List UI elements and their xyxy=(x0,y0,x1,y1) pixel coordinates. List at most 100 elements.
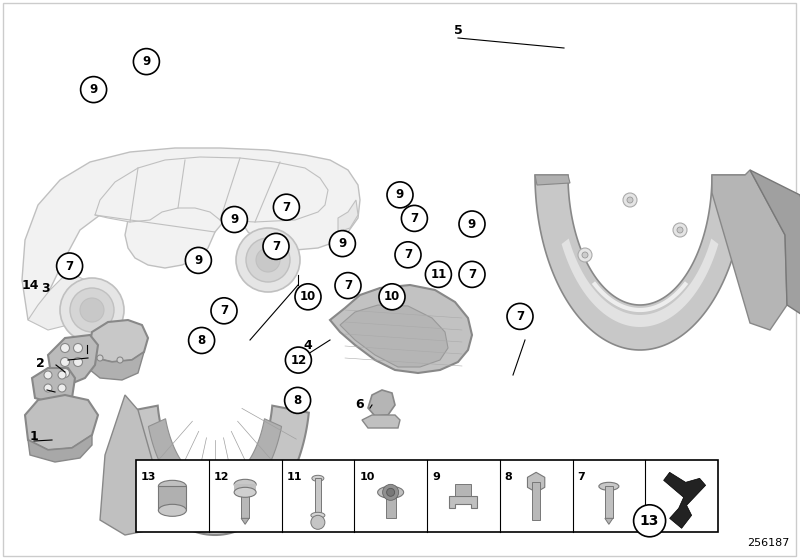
Polygon shape xyxy=(28,435,92,462)
Circle shape xyxy=(134,49,159,74)
Circle shape xyxy=(578,248,592,262)
Circle shape xyxy=(60,278,124,342)
Circle shape xyxy=(286,347,311,373)
Circle shape xyxy=(44,384,52,392)
Ellipse shape xyxy=(158,480,186,492)
Polygon shape xyxy=(48,335,98,385)
Circle shape xyxy=(335,273,361,298)
Circle shape xyxy=(634,505,666,537)
Polygon shape xyxy=(535,175,570,185)
Text: 9: 9 xyxy=(432,472,440,482)
Text: 7: 7 xyxy=(66,259,74,273)
Polygon shape xyxy=(362,415,400,428)
Circle shape xyxy=(61,368,70,377)
Text: 2: 2 xyxy=(36,357,44,370)
Text: 10: 10 xyxy=(384,290,400,304)
Circle shape xyxy=(387,182,413,208)
Text: 1: 1 xyxy=(30,431,38,444)
Circle shape xyxy=(426,262,451,287)
Circle shape xyxy=(61,343,70,352)
Polygon shape xyxy=(532,482,540,520)
Polygon shape xyxy=(315,478,321,515)
Text: 7: 7 xyxy=(220,304,228,318)
Text: 7: 7 xyxy=(410,212,418,225)
Polygon shape xyxy=(386,492,396,519)
Circle shape xyxy=(379,284,405,310)
Circle shape xyxy=(459,262,485,287)
FancyBboxPatch shape xyxy=(136,460,718,532)
Polygon shape xyxy=(88,320,148,362)
Circle shape xyxy=(58,384,66,392)
Ellipse shape xyxy=(234,479,256,489)
Circle shape xyxy=(263,234,289,259)
Circle shape xyxy=(80,298,104,322)
Polygon shape xyxy=(241,492,249,519)
Polygon shape xyxy=(234,484,256,492)
Polygon shape xyxy=(527,472,545,492)
Polygon shape xyxy=(25,395,98,450)
Circle shape xyxy=(677,227,683,233)
Circle shape xyxy=(70,288,114,332)
Ellipse shape xyxy=(311,512,325,519)
Ellipse shape xyxy=(599,482,619,491)
Text: 13: 13 xyxy=(141,472,156,482)
Circle shape xyxy=(189,328,214,353)
Circle shape xyxy=(459,211,485,237)
Polygon shape xyxy=(121,405,309,535)
Text: 11: 11 xyxy=(286,472,302,482)
Polygon shape xyxy=(455,484,471,496)
Text: 7: 7 xyxy=(404,248,412,262)
Circle shape xyxy=(211,298,237,324)
Polygon shape xyxy=(95,157,328,222)
Text: 9: 9 xyxy=(142,55,150,68)
Circle shape xyxy=(582,252,588,258)
Polygon shape xyxy=(338,200,358,232)
Circle shape xyxy=(330,231,355,256)
Text: 10: 10 xyxy=(300,290,316,304)
Text: 256187: 256187 xyxy=(748,538,790,548)
Polygon shape xyxy=(22,148,360,320)
Text: 10: 10 xyxy=(359,472,374,482)
Text: 7: 7 xyxy=(272,240,280,253)
Polygon shape xyxy=(450,496,478,508)
Text: 12: 12 xyxy=(214,472,230,482)
Polygon shape xyxy=(32,368,75,405)
Text: 7: 7 xyxy=(468,268,476,281)
Text: 8: 8 xyxy=(294,394,302,407)
Text: 13: 13 xyxy=(640,514,659,528)
Ellipse shape xyxy=(312,475,324,481)
Polygon shape xyxy=(368,390,395,416)
Polygon shape xyxy=(84,352,144,380)
Text: 5: 5 xyxy=(454,24,462,36)
Circle shape xyxy=(627,197,633,203)
Text: 7: 7 xyxy=(282,200,290,214)
Text: 9: 9 xyxy=(194,254,202,267)
Polygon shape xyxy=(149,419,282,508)
Polygon shape xyxy=(562,239,718,327)
Polygon shape xyxy=(340,305,448,367)
Polygon shape xyxy=(28,275,88,330)
Circle shape xyxy=(58,371,66,379)
Polygon shape xyxy=(241,519,249,524)
Text: 11: 11 xyxy=(430,268,446,281)
Circle shape xyxy=(97,355,103,361)
Circle shape xyxy=(44,371,52,379)
Text: 8: 8 xyxy=(505,472,513,482)
Text: 8: 8 xyxy=(198,334,206,347)
Text: 9: 9 xyxy=(230,213,238,226)
Circle shape xyxy=(507,304,533,329)
Circle shape xyxy=(295,284,321,310)
Text: 3: 3 xyxy=(42,282,50,295)
Circle shape xyxy=(386,488,394,496)
Polygon shape xyxy=(330,285,472,373)
Text: 7: 7 xyxy=(516,310,524,323)
Text: 7: 7 xyxy=(344,279,352,292)
Circle shape xyxy=(222,207,247,232)
Ellipse shape xyxy=(158,505,186,516)
Circle shape xyxy=(74,343,82,352)
Ellipse shape xyxy=(234,487,256,497)
Circle shape xyxy=(61,357,70,366)
Circle shape xyxy=(623,193,637,207)
Text: 12: 12 xyxy=(290,353,306,367)
Text: 14: 14 xyxy=(22,278,38,292)
